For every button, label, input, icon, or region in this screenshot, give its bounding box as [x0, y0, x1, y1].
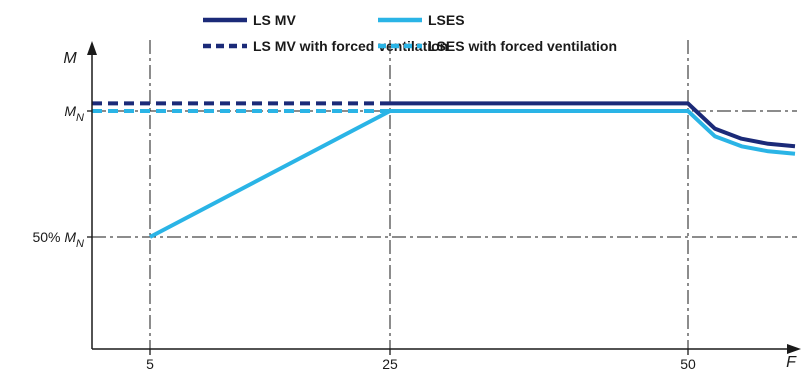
y-axis-arrow	[87, 41, 97, 55]
reference-lines	[92, 40, 797, 349]
y-tick-label: MN	[64, 103, 84, 124]
legend: LS MV LS MV with forced ventilation LSES LS…	[203, 12, 617, 54]
y-tick-label: 50% MN	[32, 229, 84, 250]
legend-label-1: LS MV	[253, 12, 296, 28]
x-axis-label: F	[786, 354, 797, 371]
x-axis-arrow	[787, 344, 801, 354]
series-line-3	[149, 109, 796, 239]
series-line-1	[390, 101, 796, 149]
series-group	[92, 101, 796, 239]
x-tick-label: 50	[680, 356, 696, 372]
legend-label-4: LSES with forced ventilation	[428, 38, 617, 54]
legend-label-2: LS MV with forced ventilation	[253, 38, 448, 54]
axes: MN 50% MN 5 25 50 M F	[32, 41, 801, 372]
x-tick-label: 25	[382, 356, 398, 372]
x-tick-label: 5	[146, 356, 154, 372]
legend-label-3: LSES	[428, 12, 465, 28]
y-axis-label: M	[63, 50, 77, 67]
